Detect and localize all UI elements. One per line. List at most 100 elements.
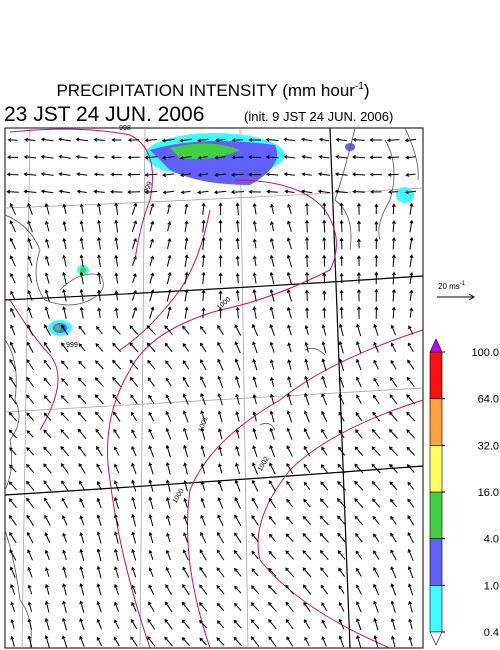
wind-arrow [286,445,293,457]
wind-arrow [303,619,311,630]
wind-arrow [148,584,155,595]
wind-arrow [269,393,275,405]
wind-arrow [304,341,309,353]
wind-arrow [165,461,171,475]
wind-arrow [374,220,379,232]
wind-arrow [319,498,329,508]
wind-arrow [374,288,379,302]
wind-arrow [148,531,154,544]
wind-arrow [356,306,361,319]
wind-arrow [287,393,292,406]
wind-arrow [270,203,275,215]
colorbar-segment [429,445,443,493]
wind-arrow [62,515,68,526]
wind-arrow [76,172,88,177]
wind-arrow [318,137,329,142]
wind-arrow [373,377,380,387]
isobar-label: 999 [66,342,78,349]
wind-scale: 20 ms-1 [437,281,475,301]
wind-arrow [216,602,225,612]
wind-arrow [27,566,33,578]
wind-arrow [181,601,190,613]
wind-arrow [79,635,85,647]
wind-arrow [304,375,310,388]
wind-arrow [373,324,379,336]
wind-arrow [283,172,295,177]
wind-arrow [301,154,312,159]
wind-arrow [338,340,344,354]
wind-arrow [166,532,171,543]
wind-arrow [77,394,87,405]
wind-arrow [60,446,70,457]
wind-arrow [131,462,137,474]
wind-arrow [144,172,158,177]
wind-arrow [165,427,172,440]
wind-arrow [44,532,51,544]
wind-arrow [44,583,50,595]
wind-arrow [8,429,17,439]
wind-arrow [79,271,84,285]
wind-arrow [265,137,279,142]
wind-arrow [409,271,414,285]
wind-arrow [217,480,223,492]
wind-arrow [130,394,138,405]
wind-arrow [250,636,260,647]
wind-arrow [26,376,35,388]
wind-arrow [60,429,70,439]
wind-arrow [268,636,277,647]
wind-arrow [131,479,137,492]
wind-arrow [197,138,209,143]
isobar [107,179,337,649]
wind-arrow [26,531,34,544]
wind-arrow [9,237,16,250]
wind-arrow [321,393,328,406]
wind-arrow [149,272,155,284]
wind-arrow [162,173,175,177]
colorbar: 0.4 1.0 4.0 16.0 32.0 64.0 100.0 [429,338,499,646]
wind-arrow [8,515,17,526]
wind-scale-text: 20 ms [438,282,460,291]
wind-arrow [114,254,119,267]
wind-arrow [304,324,309,335]
wind-arrow [8,481,17,491]
wind-arrow [389,463,398,474]
wind-arrow [9,358,17,371]
isobar [9,128,153,261]
wind-arrow [77,411,87,422]
wind-arrow [356,341,362,354]
wind-arrow [352,155,366,160]
wind-arrow [286,237,292,250]
colorbar-label: 16.0 [478,487,499,499]
wind-arrow [184,254,189,268]
wind-arrow [44,289,50,302]
wind-arrow [165,566,172,578]
wind-arrow [148,462,154,475]
wind-arrow [302,567,312,578]
wind-arrow [44,617,50,631]
wind-arrow [131,202,138,215]
wind-arrow [234,341,241,354]
wind-arrow [97,202,101,215]
wind-arrow [96,497,102,509]
wind-arrow [113,496,119,509]
wind-arrow [355,550,363,560]
wind-arrow [45,238,50,249]
wind-arrow [165,377,172,387]
wind-arrow [235,219,240,233]
wind-arrow [408,325,414,335]
precip-area [396,187,414,203]
wind-arrow [370,189,382,194]
wind-arrow [286,636,294,647]
wind-arrow [356,238,361,249]
wind-arrow [129,376,139,388]
wind-arrow [78,360,86,369]
wind-arrow [62,203,67,215]
wind-arrow [373,600,379,613]
wind-arrow [27,273,33,283]
wind-arrow [95,343,104,352]
wind-arrow [285,567,295,578]
wind-arrow [95,360,104,370]
wind-arrow [62,617,68,631]
wind-arrow [113,428,121,439]
wind-arrow [354,463,364,474]
